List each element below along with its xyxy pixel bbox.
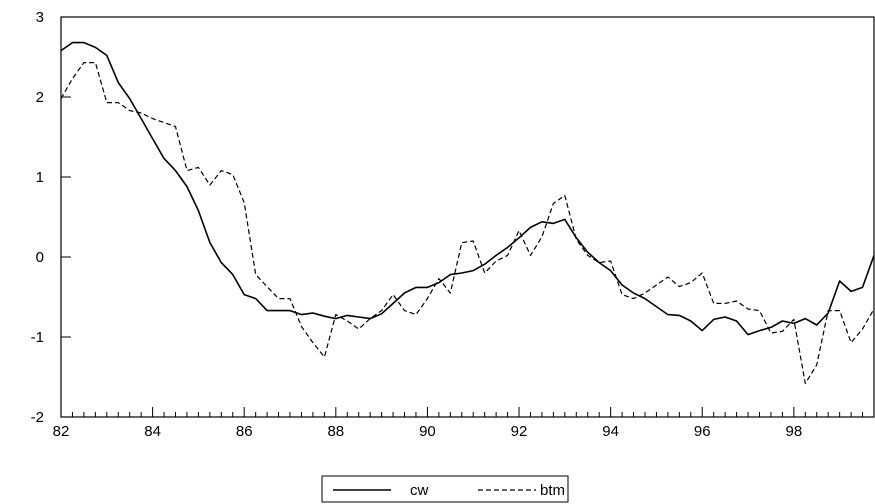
x-tick-label: 92 [511, 423, 528, 440]
y-tick-label: -2 [31, 409, 44, 426]
y-tick-label: 0 [36, 249, 44, 266]
y-tick-label: 1 [36, 169, 44, 186]
series-layer [61, 41, 874, 384]
legend-box [321, 475, 569, 503]
x-tick-label: 88 [327, 423, 344, 440]
legend-label-btm: btm [540, 482, 565, 499]
y-axis: 3 2 1 0 -1 -2 [31, 9, 71, 426]
series-line-cw [61, 41, 874, 336]
plot-frame [60, 16, 875, 418]
x-tick-label: 90 [419, 423, 436, 440]
x-tick-label: 98 [786, 423, 803, 440]
legend-label-cw: cw [410, 482, 429, 499]
legend: cw btm [321, 475, 569, 503]
x-axis: 82 84 86 88 90 92 94 96 98 [53, 407, 875, 440]
y-tick-label: 2 [36, 89, 44, 106]
y-tick-label: 3 [36, 9, 44, 26]
x-tick-label: 96 [694, 423, 711, 440]
y-tick-label: -1 [31, 329, 44, 346]
series-line-btm [61, 61, 874, 384]
x-tick-label: 84 [144, 423, 161, 440]
x-tick-label: 94 [602, 423, 619, 440]
x-tick-label: 86 [236, 423, 253, 440]
x-tick-label: 82 [53, 423, 70, 440]
